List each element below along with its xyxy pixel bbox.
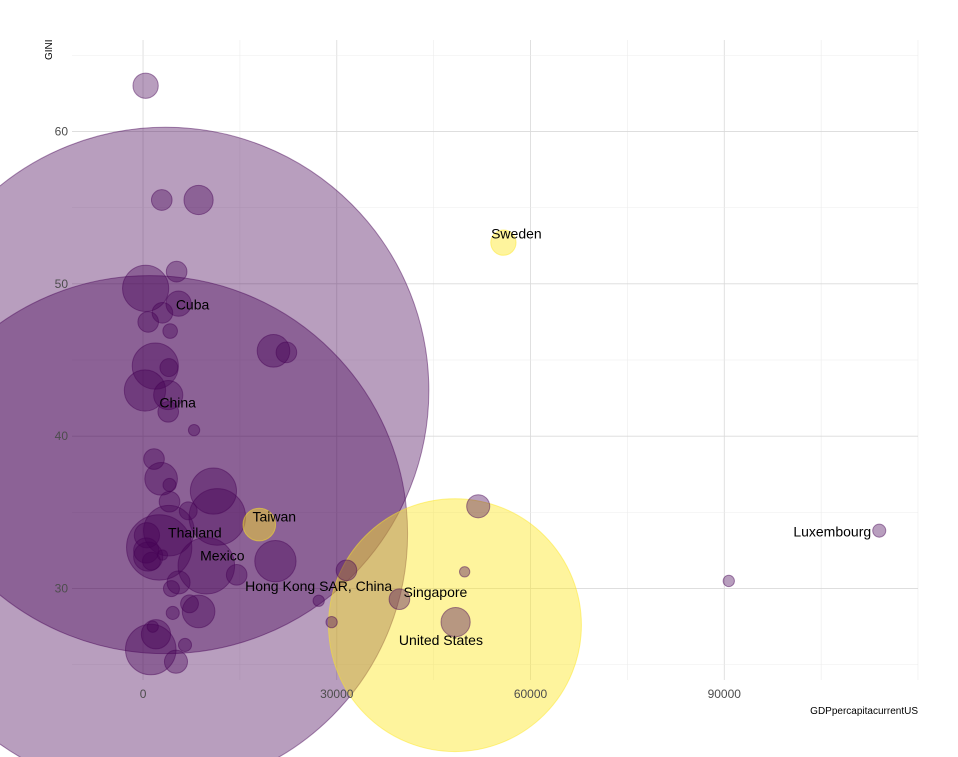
data-point xyxy=(490,229,517,256)
data-point xyxy=(123,369,167,412)
data-point xyxy=(328,498,582,753)
data-point xyxy=(0,275,409,757)
point-label: Taiwan xyxy=(252,509,296,525)
data-point xyxy=(126,514,193,581)
point-label: United States xyxy=(399,632,483,648)
data-point xyxy=(183,184,214,216)
data-point xyxy=(178,501,198,521)
data-point xyxy=(242,507,277,542)
point-label: Hong Kong SAR, China xyxy=(245,578,392,594)
data-point xyxy=(158,490,181,513)
data-point xyxy=(153,379,184,411)
data-point xyxy=(165,290,192,317)
data-point xyxy=(225,564,248,586)
data-point xyxy=(162,580,180,598)
data-point xyxy=(122,264,170,312)
data-point xyxy=(181,594,216,629)
x-axis-title: GDPpercapitacurrentUS xyxy=(810,706,918,717)
chart-tick-labels: 0 30000 60000 90000 30 40 50 60 xyxy=(55,124,742,701)
chart-point-labels: Sweden Cuba China Taiwan Thailand Luxembourg M… xyxy=(159,226,871,648)
point-label: Cuba xyxy=(176,297,210,313)
data-point xyxy=(143,504,195,557)
data-point xyxy=(165,605,180,620)
data-point xyxy=(165,260,188,283)
point-label: Luxembourg xyxy=(793,524,871,540)
chart-points xyxy=(0,72,887,757)
data-point xyxy=(388,588,411,611)
y-axis-title: GINI xyxy=(44,39,55,60)
data-point xyxy=(466,494,491,519)
data-point xyxy=(187,423,201,437)
data-point xyxy=(162,323,178,339)
data-point xyxy=(0,126,430,655)
data-point xyxy=(458,566,471,578)
x-tick-label: 30000 xyxy=(320,687,354,701)
data-point xyxy=(275,341,298,364)
chart-grid xyxy=(72,40,919,680)
data-point xyxy=(143,448,165,470)
data-point xyxy=(872,523,887,538)
y-tick-label: 40 xyxy=(55,429,69,443)
y-tick-label: 60 xyxy=(55,124,69,138)
data-point xyxy=(157,400,180,423)
data-point xyxy=(180,594,199,614)
data-point xyxy=(189,467,238,515)
point-label: Mexico xyxy=(200,548,245,564)
data-point xyxy=(156,549,169,561)
data-point xyxy=(133,537,160,564)
data-point xyxy=(140,619,172,650)
point-label: China xyxy=(159,394,196,410)
data-point xyxy=(137,311,160,333)
x-tick-label: 90000 xyxy=(708,687,742,701)
data-point xyxy=(150,189,173,211)
data-point xyxy=(166,570,191,595)
data-point xyxy=(141,551,161,571)
data-point xyxy=(722,574,735,588)
x-tick-label: 0 xyxy=(140,687,147,701)
data-point xyxy=(335,559,358,582)
point-label: Singapore xyxy=(404,584,468,600)
data-point xyxy=(177,536,236,595)
point-label: Sweden xyxy=(491,226,542,242)
data-point xyxy=(162,477,177,492)
data-point xyxy=(256,334,291,368)
data-point xyxy=(131,342,179,390)
data-point xyxy=(159,358,179,378)
data-point xyxy=(188,488,247,546)
data-point xyxy=(144,462,178,496)
data-point xyxy=(146,620,159,633)
x-tick-label: 60000 xyxy=(514,687,548,701)
data-point xyxy=(163,649,189,674)
data-point xyxy=(132,72,159,99)
data-point xyxy=(133,541,164,572)
point-label: Thailand xyxy=(168,525,222,541)
data-point xyxy=(254,539,297,583)
data-point xyxy=(325,615,338,629)
data-point xyxy=(312,594,325,607)
y-tick-label: 30 xyxy=(55,582,69,596)
y-tick-label: 50 xyxy=(55,277,69,291)
data-point xyxy=(124,623,177,676)
data-point xyxy=(133,522,161,549)
data-point xyxy=(151,301,174,324)
data-point xyxy=(177,637,193,652)
data-point xyxy=(440,606,471,638)
